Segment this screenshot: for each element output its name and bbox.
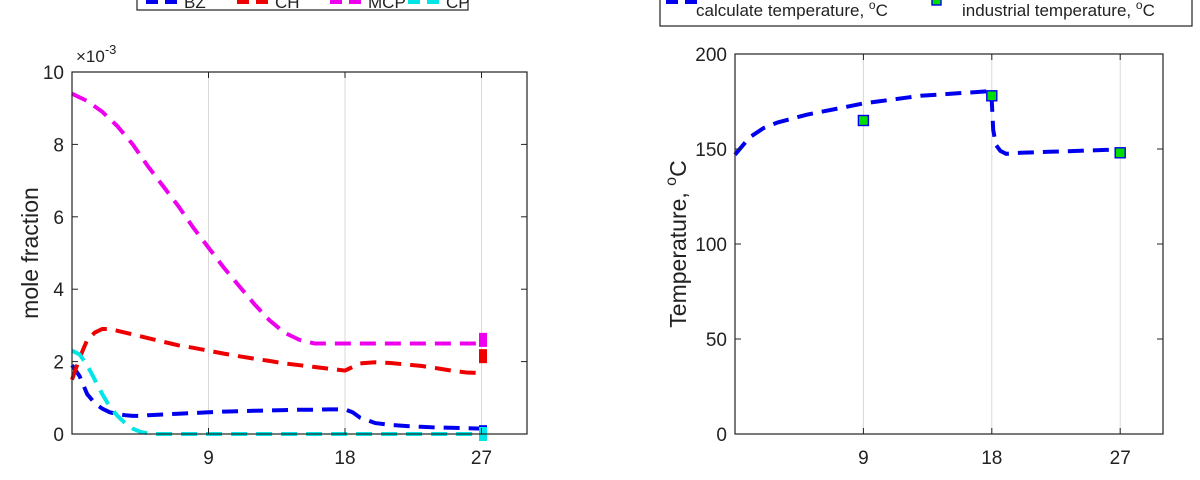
left-y-axis-label: mole fraction: [17, 187, 43, 319]
legend-label-industrial-temperature: industrial temperature, oC: [962, 0, 1155, 20]
right-y-axis-label-unit: C: [665, 160, 691, 177]
right-xtick-label: 27: [1110, 448, 1131, 469]
right-ytick-label: 100: [695, 235, 727, 256]
left-legend: BZ CH MCP CP: [136, 0, 470, 12]
right-ytick-label: 200: [695, 45, 727, 66]
legend-label-super: o: [869, 0, 876, 12]
right-xtick-label: 9: [858, 448, 869, 469]
legend-label-unit: C: [876, 1, 888, 20]
left-ytick-label: 4: [53, 280, 64, 301]
data-marker-industrial-temperature: [986, 90, 998, 102]
left-legend-box: [136, 0, 469, 11]
legend-label-cp: CP: [446, 0, 470, 12]
left-xtick-label: 9: [203, 448, 214, 469]
legend-swatch-industrial-temperature: [931, 0, 942, 6]
left-ytick-label: 8: [53, 135, 64, 156]
left-ytick-label: 0: [53, 425, 64, 446]
series-line-calculate-temperature: [733, 88, 1121, 156]
legend-label-unit: C: [1143, 1, 1155, 20]
data-marker-industrial-temperature: [857, 114, 870, 127]
right-plot-frame: [734, 53, 1164, 435]
left-y-exponent-label: ×10-3: [76, 42, 116, 66]
legend-label-mcp: MCP: [368, 0, 406, 12]
right-ytick-label: 0: [716, 425, 727, 446]
legend-label-bz: BZ: [184, 0, 206, 12]
legend-label-calculate-temperature: calculate temperature, oC: [696, 0, 888, 20]
right-legend: calculate temperature, oC industrial temp…: [659, 0, 1193, 27]
end-marker-mcp: [479, 332, 487, 347]
left-y-exponent-base: ×10: [76, 47, 105, 66]
left-ytick-label: 10: [43, 63, 64, 84]
right-y-axis-label-text: Temperature,: [665, 186, 691, 328]
right-plot: 9 18 27 0 50 100 150 200 Temperature, oC: [663, 45, 1164, 469]
left-xtick-label: 27: [471, 448, 492, 469]
end-marker-ch: [479, 349, 487, 364]
left-ytick-label: 2: [53, 353, 64, 374]
right-ytick-label: 150: [695, 140, 727, 161]
right-ytick-label: 50: [706, 330, 727, 351]
right-xtick-label: 18: [981, 448, 1002, 469]
left-xtick-label: 18: [334, 448, 355, 469]
series-line-bz: [70, 364, 482, 431]
right-legend-box: [659, 0, 1193, 27]
legend-label-super: o: [1136, 0, 1143, 12]
left-plot-frame: [71, 71, 528, 435]
series-line-ch: [70, 327, 482, 381]
right-y-axis-label: Temperature, oC: [663, 160, 691, 327]
left-ytick-label: 6: [53, 208, 64, 229]
data-marker-industrial-temperature: [1114, 147, 1126, 159]
right-y-axis-label-super: o: [663, 177, 680, 186]
series-line-mcp: [71, 91, 482, 346]
left-plot: 9 18 27 0 2 4 6 8 10 ×10-3 mole fraction: [17, 42, 528, 469]
legend-label-ch: CH: [275, 0, 300, 12]
left-y-exponent-power: -3: [105, 42, 117, 57]
